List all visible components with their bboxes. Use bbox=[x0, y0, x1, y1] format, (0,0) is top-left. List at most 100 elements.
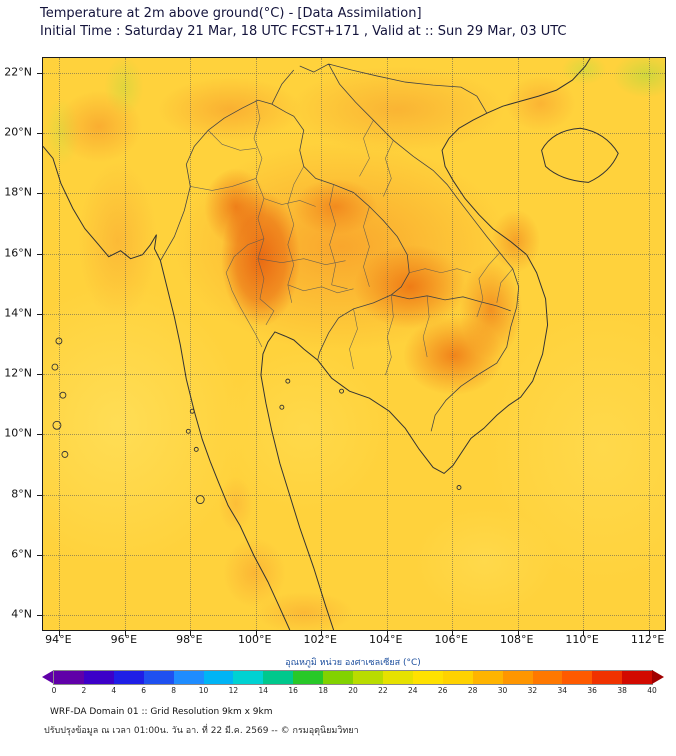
national-border-paths bbox=[160, 63, 520, 432]
colorbar-segment bbox=[622, 670, 653, 684]
gridline-vertical bbox=[386, 58, 388, 630]
colorbar-segment bbox=[353, 670, 383, 684]
lat-tick-mark bbox=[37, 494, 42, 496]
lon-tick-label: 94°E bbox=[45, 633, 72, 646]
colorbar-segment bbox=[592, 670, 623, 684]
lon-tick-mark bbox=[452, 631, 454, 636]
colorbar-segment bbox=[382, 670, 413, 684]
colorbar-tick-label: 40 bbox=[647, 686, 657, 695]
lon-axis: 94°E 96°E 98°E 100°E 102°E 104°E 106°E 108°E 110… bbox=[42, 633, 664, 649]
colorbar-tick-label: 0 bbox=[51, 686, 57, 695]
footer-domain-info: WRF-DA Domain 01 :: Grid Resolution 9km … bbox=[50, 707, 273, 717]
colorbar-bar bbox=[54, 670, 653, 684]
colorbar-segment bbox=[83, 670, 114, 684]
lon-tick-label: 104°E bbox=[369, 633, 403, 646]
lat-tick-mark bbox=[37, 253, 42, 255]
colorbar-segment bbox=[532, 670, 563, 684]
gridline-vertical bbox=[452, 58, 454, 630]
colorbar-tick-label: 2 bbox=[81, 686, 87, 695]
colorbar-segment bbox=[54, 670, 84, 684]
gridline-horizontal bbox=[43, 73, 665, 75]
lat-tick-mark bbox=[37, 614, 42, 616]
colorbar-tick-label: 14 bbox=[258, 686, 269, 695]
colorbar-tick-label: 34 bbox=[557, 686, 568, 695]
lon-tick-mark bbox=[190, 631, 192, 636]
gridline-horizontal bbox=[43, 193, 665, 195]
colorbar-segment bbox=[472, 670, 503, 684]
gridline-horizontal bbox=[43, 313, 665, 315]
province-border-paths bbox=[190, 100, 513, 376]
colorbar-label: อุณหภูมิ หน่วย องศาเซลเซียส (°C) bbox=[285, 658, 421, 668]
colorbar-tick-label: 18 bbox=[318, 686, 328, 695]
lat-tick-mark bbox=[37, 554, 42, 556]
gridline-horizontal bbox=[43, 554, 665, 556]
colorbar-tick-label: 10 bbox=[198, 686, 209, 695]
colorbar-tick-label: 24 bbox=[408, 686, 418, 695]
temperature-field bbox=[43, 58, 665, 630]
lon-tick-label: 100°E bbox=[238, 633, 272, 646]
gridline-horizontal bbox=[43, 374, 665, 376]
colorbar-tick-label: 38 bbox=[617, 686, 627, 695]
colorbar-segment bbox=[323, 670, 354, 684]
lon-tick-mark bbox=[648, 631, 650, 636]
lat-tick-label: 16°N bbox=[4, 246, 32, 260]
lon-tick-label: 108°E bbox=[499, 633, 534, 646]
gridline-vertical bbox=[255, 58, 257, 630]
lon-tick-mark bbox=[321, 631, 323, 636]
colorbar-arrow-right bbox=[652, 670, 664, 684]
gridline-vertical bbox=[648, 58, 650, 630]
colorbar bbox=[42, 670, 664, 684]
lon-tick-label: 106°E bbox=[434, 633, 468, 646]
lon-tick-label: 102°E bbox=[303, 633, 337, 646]
colorbar-segment bbox=[233, 670, 264, 684]
gridline-vertical bbox=[583, 58, 585, 630]
lon-tick-label: 98°E bbox=[176, 633, 203, 646]
gridline-vertical bbox=[517, 58, 519, 630]
coastline-paths bbox=[43, 58, 619, 630]
colorbar-tick-label: 12 bbox=[228, 686, 239, 695]
lat-tick-label: 22°N bbox=[4, 65, 32, 79]
colorbar-tick-label: 36 bbox=[587, 686, 597, 695]
colorbar-segment bbox=[173, 670, 204, 684]
lat-tick-label: 4°N bbox=[11, 607, 32, 621]
lon-tick-mark bbox=[59, 631, 61, 636]
lat-tick-mark bbox=[37, 73, 42, 75]
gridline-horizontal bbox=[43, 614, 665, 616]
colorbar-segment bbox=[113, 670, 144, 684]
gridline-vertical bbox=[124, 58, 126, 630]
lat-tick-mark bbox=[37, 133, 42, 135]
colorbar-tick-label: 4 bbox=[111, 686, 117, 695]
colorbar-segment bbox=[562, 670, 593, 684]
island-outlines bbox=[51, 337, 462, 505]
lat-tick-label: 14°N bbox=[4, 306, 32, 320]
colorbar-arrow-left bbox=[42, 670, 54, 684]
hainan-island-outline bbox=[541, 127, 619, 183]
lat-tick-label: 20°N bbox=[4, 125, 32, 139]
colorbar-tick-label: 8 bbox=[171, 686, 176, 695]
colorbar-tick-label: 32 bbox=[527, 686, 538, 695]
page-subtitle: Initial Time : Saturday 21 Mar, 18 UTC F… bbox=[40, 24, 567, 39]
colorbar-tick-label: 22 bbox=[378, 686, 388, 695]
colorbar-segment bbox=[143, 670, 174, 684]
lat-tick-mark bbox=[37, 313, 42, 315]
lon-tick-mark bbox=[124, 631, 126, 636]
colorbar-tick-label: 20 bbox=[348, 686, 358, 695]
colorbar-tick-label: 16 bbox=[288, 686, 298, 695]
gridline-horizontal bbox=[43, 494, 665, 496]
colorbar-segment bbox=[412, 670, 443, 684]
lon-tick-mark bbox=[583, 631, 585, 636]
colorbar-segment bbox=[442, 670, 473, 684]
lon-tick-label: 110°E bbox=[565, 633, 599, 646]
colorbar-tick-label: 6 bbox=[141, 686, 147, 695]
colorbar-tick-label: 26 bbox=[437, 686, 448, 695]
lat-tick-label: 8°N bbox=[11, 487, 32, 501]
lon-tick-label: 96°E bbox=[110, 633, 138, 646]
colorbar-ticks: 0 2 4 6 8 10 12 14 16 18 20 22 24 26 28 30 32 34 36 38 40 bbox=[51, 686, 657, 696]
lat-tick-label: 6°N bbox=[11, 547, 32, 561]
lon-tick-label: 112°E bbox=[630, 633, 665, 646]
lat-tick-mark bbox=[37, 434, 42, 436]
gridline-horizontal bbox=[43, 133, 665, 135]
lat-tick-label: 12°N bbox=[4, 366, 32, 380]
gridline-vertical bbox=[321, 58, 323, 630]
